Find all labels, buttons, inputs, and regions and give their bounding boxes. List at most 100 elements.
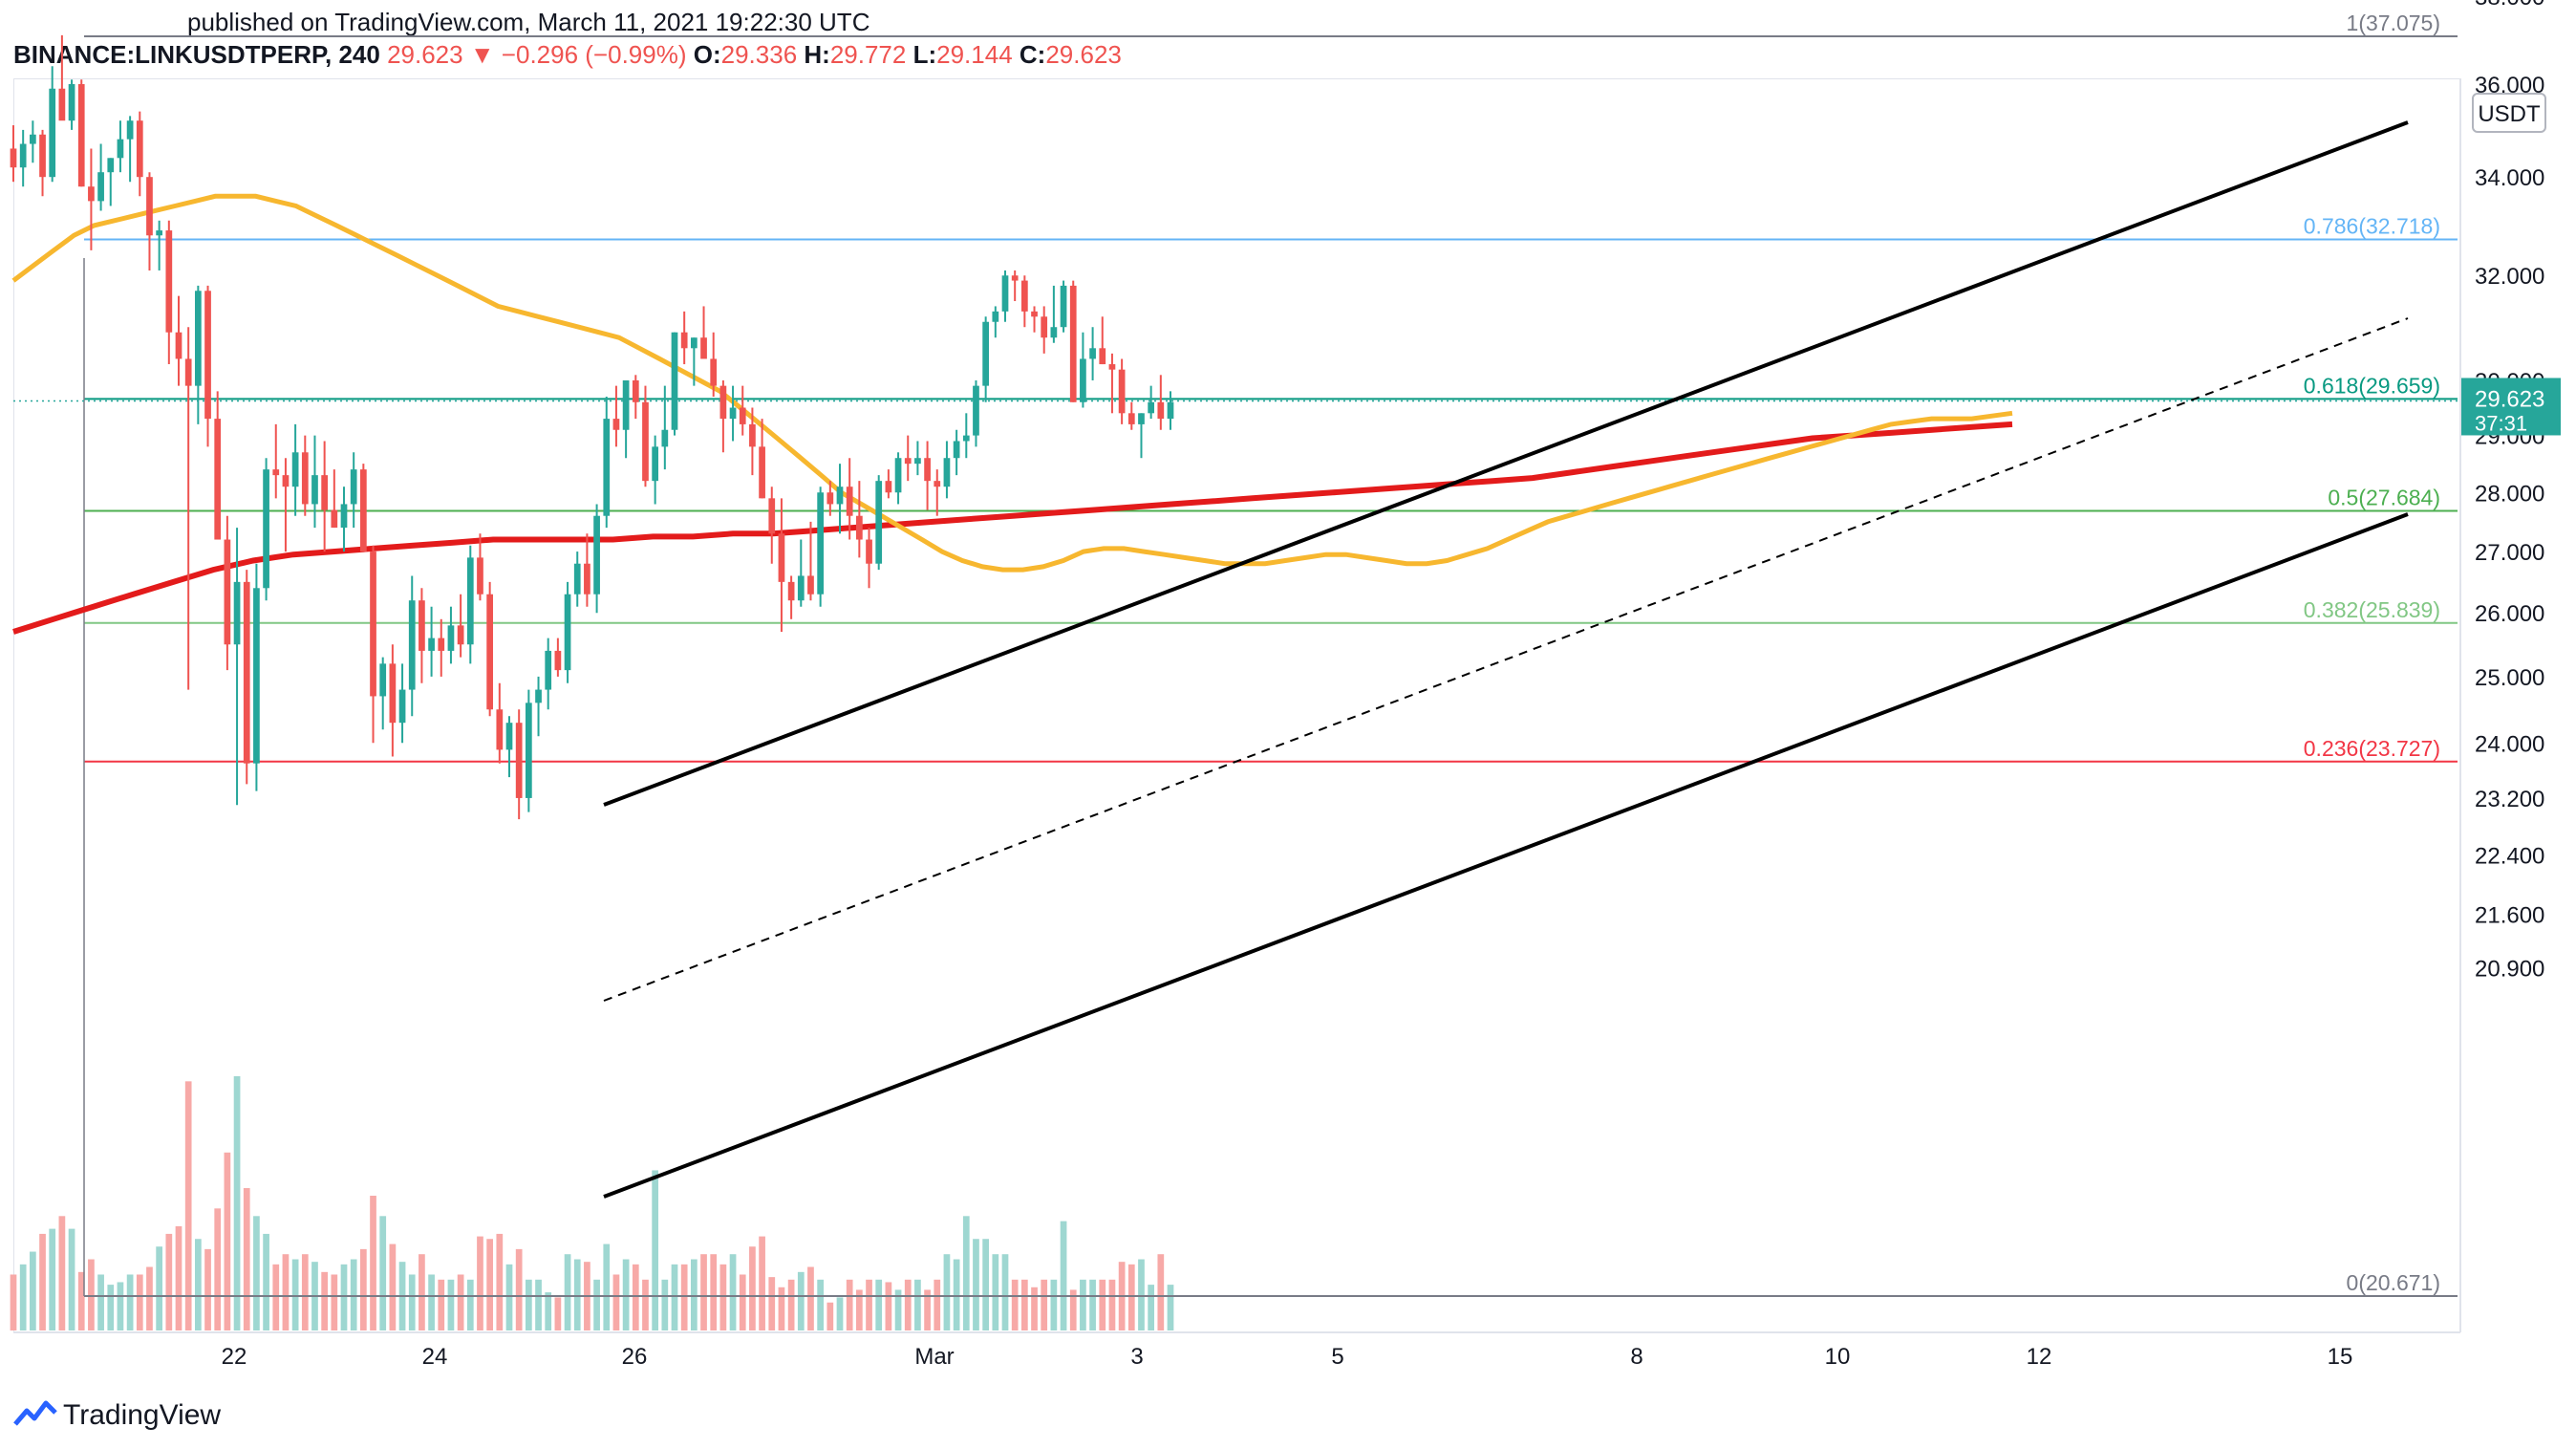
candle-down: [885, 481, 892, 493]
candle-down: [175, 332, 182, 359]
candle-up: [690, 337, 698, 349]
candle-up: [962, 435, 970, 442]
candle-down: [477, 557, 483, 595]
candle-down: [1127, 413, 1135, 424]
volume-bar: [1138, 1259, 1145, 1330]
volume-bar: [486, 1239, 494, 1330]
candle-down: [272, 469, 280, 476]
candle-down: [419, 600, 425, 651]
volume-bar: [379, 1216, 387, 1330]
candle-down: [165, 230, 173, 333]
candle-up: [875, 481, 883, 564]
volume-bar: [826, 1302, 834, 1330]
volume-bar: [1099, 1279, 1106, 1330]
volume-bar: [457, 1274, 464, 1330]
volume-bar: [496, 1233, 504, 1330]
chart-header: published on TradingView.com, March 11, …: [0, 0, 2576, 76]
volume-bar: [934, 1279, 941, 1330]
volume-bar: [982, 1239, 990, 1330]
candle-up: [156, 230, 163, 236]
candle-down: [515, 723, 523, 798]
candle-down: [739, 407, 746, 424]
volume-bar: [29, 1251, 36, 1330]
volume-bar: [652, 1170, 659, 1330]
volume-bar: [447, 1279, 455, 1330]
last-price: 29.623: [387, 40, 463, 69]
low-label: L:: [912, 40, 937, 69]
volume-bar: [545, 1292, 552, 1330]
tradingview-logo-icon: [13, 1400, 57, 1426]
open-label: O:: [693, 40, 721, 69]
volume-bar: [525, 1279, 532, 1330]
volume-bar: [58, 1216, 66, 1330]
volume-bar: [321, 1271, 329, 1330]
candlesticks: [10, 34, 1174, 820]
candle-down: [719, 385, 727, 420]
candle-up: [564, 594, 571, 671]
ascending-channel[interactable]: [603, 120, 2409, 1199]
volume-bar: [204, 1248, 211, 1330]
price-tick-label: 20.900: [2475, 956, 2544, 982]
volume-bar: [855, 1289, 863, 1330]
last-price-tag: [2461, 378, 2561, 436]
candle-down: [1041, 316, 1048, 338]
candle-down: [1031, 311, 1038, 317]
volume-bar: [233, 1076, 241, 1330]
volume-bar: [107, 1285, 115, 1330]
candle-down: [243, 581, 250, 764]
candle-down: [749, 423, 756, 447]
candle-down: [934, 481, 941, 487]
candle-up: [797, 575, 805, 601]
volume-bar: [272, 1264, 280, 1330]
price-tick-label: 38.000: [2475, 0, 2544, 11]
candle-down: [807, 575, 814, 595]
candle-up: [817, 492, 825, 595]
fib-label-0: 0(20.671): [2347, 1270, 2440, 1295]
symbol-name[interactable]: BINANCE:LINKUSDTPERP, 240: [13, 40, 380, 69]
volume-bar: [291, 1259, 299, 1330]
price-chart[interactable]: 1(37.075) 0.786(32.718) 0.618(29.659) 0.5(2…: [0, 0, 2576, 1395]
fib-label-0.618: 0.618(29.659): [2304, 373, 2440, 398]
candle-down: [486, 594, 494, 710]
candle-up: [593, 515, 600, 595]
candle-up: [505, 723, 513, 750]
moving-averages: [11, 193, 2013, 635]
time-axis[interactable]: 22 24 26 Mar 3 5 8 10 12 15: [13, 1331, 2460, 1370]
candle-down: [855, 515, 863, 540]
candle-up: [340, 504, 348, 529]
volume-bar: [1080, 1279, 1086, 1330]
volume-bar: [943, 1254, 951, 1330]
high-value: 29.772: [829, 40, 907, 69]
candle-up: [953, 441, 960, 459]
volume-bar: [243, 1188, 250, 1330]
bar-countdown: 37:31: [2475, 411, 2527, 435]
channel-lower-line: [603, 512, 2409, 1199]
tradingview-brand[interactable]: TradingView: [63, 1399, 222, 1431]
candle-up: [350, 469, 357, 505]
volume-bar: [836, 1297, 844, 1330]
time-tick-label: 5: [1331, 1344, 1343, 1370]
ma-fast-line: [11, 193, 2013, 573]
candle-down: [710, 358, 718, 386]
volume-bars: [10, 1076, 1174, 1330]
candle-up: [914, 458, 921, 465]
volume-bar: [1148, 1285, 1155, 1330]
volume-bar: [515, 1248, 523, 1330]
candle-up: [992, 311, 999, 322]
candle-down: [146, 177, 153, 236]
price-tick-label: 22.400: [2475, 844, 2544, 870]
candle-up: [729, 407, 737, 420]
volume-bar: [535, 1279, 542, 1330]
fib-label-0.786: 0.786(32.718): [2304, 214, 2440, 239]
volume-bar: [661, 1279, 669, 1330]
price-axis[interactable]: 38.00036.00034.00032.00030.00029.00028.0…: [2459, 0, 2561, 1332]
candle-down: [370, 551, 376, 697]
volume-bar: [1157, 1254, 1165, 1330]
candle-up: [973, 385, 979, 436]
candle-up: [263, 469, 269, 589]
candle-down: [10, 148, 17, 168]
candle-up: [545, 650, 552, 690]
candle-down: [136, 120, 143, 178]
fib-retracement[interactable]: 1(37.075) 0.786(32.718) 0.618(29.659) 0.5(2…: [13, 11, 2458, 1297]
open-value: 29.336: [720, 40, 798, 69]
